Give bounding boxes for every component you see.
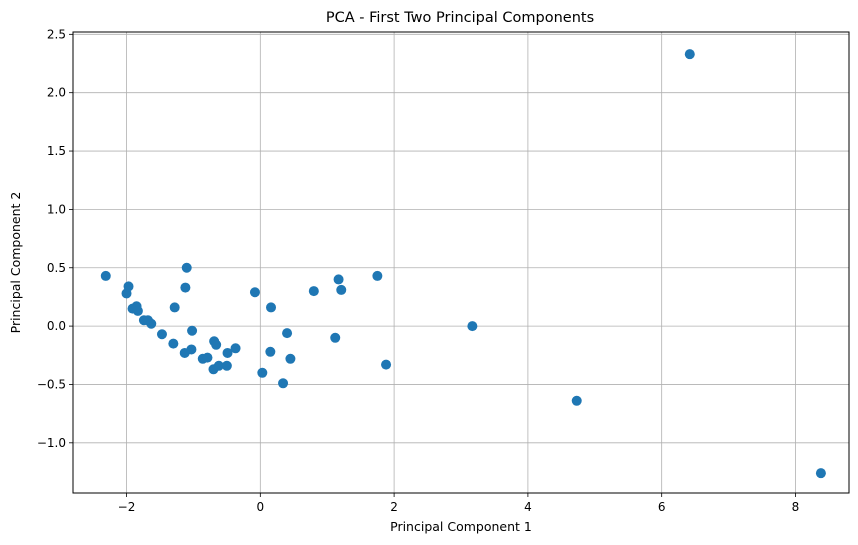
data-point — [333, 274, 344, 285]
grid-lines — [73, 32, 849, 493]
y-tick-label: 0.0 — [47, 319, 66, 333]
data-point — [684, 49, 695, 60]
axis-ticks: −2 0 2 4 6 8 −1.0 −0.5 0.0 0.5 1.0 1.5 2.0 2.5 — [37, 27, 799, 514]
plot-frame — [72, 31, 850, 494]
data-point — [330, 332, 341, 343]
data-point — [186, 344, 197, 355]
data-point — [100, 270, 111, 281]
chart-title: PCA - First Two Principal Components — [326, 10, 594, 26]
data-point — [467, 321, 478, 332]
data-point — [202, 352, 213, 363]
data-point — [146, 318, 157, 329]
data-point — [336, 284, 347, 295]
data-point — [156, 329, 167, 340]
x-tick-label: −2 — [118, 500, 136, 514]
data-point — [123, 281, 134, 292]
data-point — [230, 343, 241, 354]
y-tick-label: 1.0 — [47, 202, 66, 216]
data-point — [257, 367, 268, 378]
data-point — [222, 347, 233, 358]
y-tick-label: −1.0 — [37, 436, 66, 450]
x-tick-label: 0 — [256, 500, 264, 514]
data-point — [282, 328, 293, 339]
x-axis-title: Principal Component 1 — [390, 519, 532, 534]
y-tick-label: 1.5 — [47, 144, 66, 158]
data-point — [213, 360, 224, 371]
y-axis-title: Principal Component 2 — [8, 192, 23, 334]
y-tick-label: 0.5 — [47, 261, 66, 275]
data-point — [265, 346, 276, 357]
x-tick-label: 2 — [390, 500, 398, 514]
data-points — [100, 49, 826, 479]
data-point — [308, 286, 319, 297]
data-point — [381, 359, 392, 370]
data-point — [278, 378, 289, 389]
x-tick-label: 6 — [658, 500, 666, 514]
x-tick-label: 8 — [792, 500, 800, 514]
data-point — [249, 287, 260, 298]
data-point — [180, 282, 191, 293]
y-tick-label: 2.5 — [47, 27, 66, 41]
data-point — [266, 302, 277, 313]
data-point — [285, 353, 296, 364]
data-point — [571, 395, 582, 406]
data-point — [132, 305, 143, 316]
data-point — [187, 325, 198, 336]
data-point — [169, 302, 180, 313]
data-point — [221, 360, 232, 371]
data-point — [372, 270, 383, 281]
x-tick-label: 4 — [524, 500, 532, 514]
y-tick-label: −0.5 — [37, 377, 66, 391]
y-tick-label: 2.0 — [47, 86, 66, 100]
data-point — [211, 339, 222, 350]
data-point — [168, 338, 179, 349]
data-point — [815, 468, 826, 479]
data-point — [181, 262, 192, 273]
